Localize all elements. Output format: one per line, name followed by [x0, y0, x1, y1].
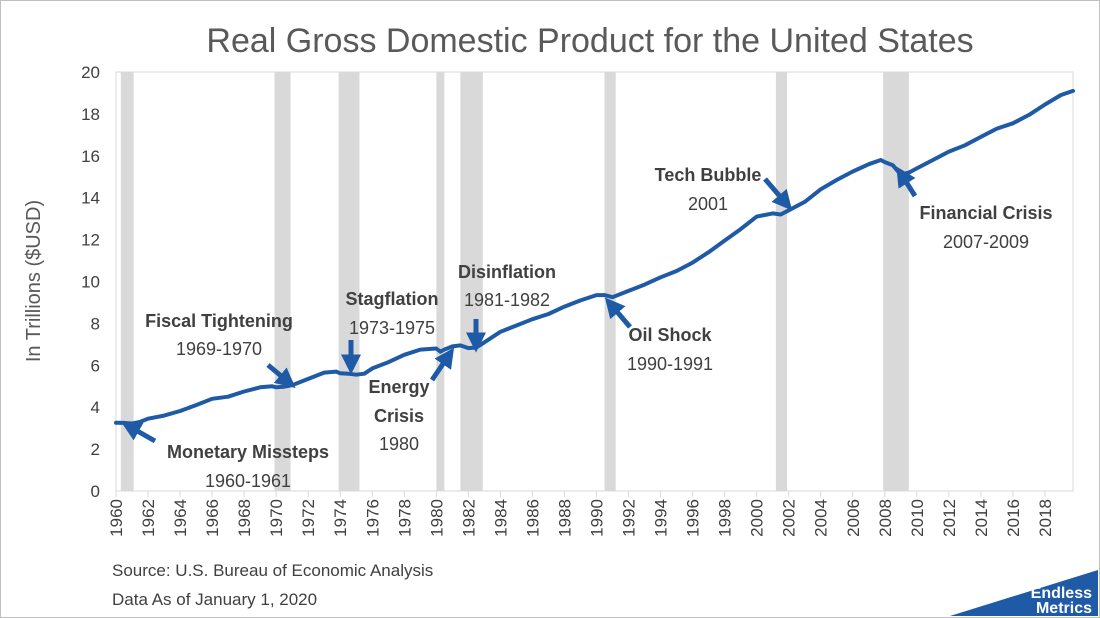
- recession-band: [436, 72, 445, 491]
- source-note: Source: U.S. Bureau of Economic Analysis: [112, 561, 434, 580]
- x-tick-label: 2004: [812, 499, 831, 537]
- x-tick-label: 1996: [684, 499, 703, 537]
- recession-band: [274, 72, 291, 491]
- annotation-arrow: [266, 363, 296, 389]
- annotation-label: Oil Shock: [628, 325, 712, 345]
- annotation-arrow: [429, 347, 455, 382]
- y-tick-label: 10: [81, 273, 100, 292]
- y-tick-label: 0: [91, 482, 100, 501]
- x-tick-label: 1990: [588, 499, 607, 537]
- annotation-arrow: [763, 177, 793, 211]
- annotation-arrow: [121, 421, 157, 444]
- annotation-period: 2007-2009: [943, 232, 1029, 252]
- x-tick-label: 1982: [459, 499, 478, 537]
- recession-band: [604, 72, 616, 491]
- x-tick-label: 2010: [908, 499, 927, 537]
- annotation-label: Disinflation: [458, 262, 556, 282]
- x-tick-label: 1998: [716, 499, 735, 537]
- x-tick-label: 1960: [107, 499, 126, 537]
- x-tick-label: 1968: [235, 499, 254, 537]
- x-tick-label: 1966: [203, 499, 222, 537]
- y-axis: 0 2 4 6 8 10 12 14 16 18 20: [81, 63, 100, 501]
- x-tick-label: 2016: [1004, 499, 1023, 537]
- x-tick-label: 1962: [139, 499, 158, 537]
- y-tick-label: 2: [91, 440, 100, 459]
- recession-band: [460, 72, 483, 491]
- y-tick-label: 20: [81, 63, 100, 82]
- annotation-arrows: [121, 166, 918, 444]
- annotation-arrow: [896, 166, 918, 198]
- annotation-label: Fiscal Tightening: [145, 311, 293, 331]
- x-tick-label: 1972: [299, 499, 318, 537]
- y-tick-label: 4: [91, 398, 100, 417]
- x-tick-label: 2006: [844, 499, 863, 537]
- y-tick-label: 12: [81, 231, 100, 250]
- y-tick-label: 14: [81, 189, 100, 208]
- brand-logo-line2: Metrics: [1035, 600, 1092, 617]
- y-tick-label: 6: [91, 356, 100, 375]
- recession-band: [120, 72, 134, 491]
- data-date-note: Data As of January 1, 2020: [112, 590, 318, 609]
- x-tick-label: 1986: [523, 499, 542, 537]
- annotation-period: 1981-1982: [464, 290, 550, 310]
- annotation-label: Energy: [368, 377, 429, 397]
- x-tick-label: 1974: [331, 499, 350, 537]
- x-tick-label: 1976: [363, 499, 382, 537]
- x-tick-label: 2000: [748, 499, 767, 537]
- brand-logo-background: [950, 570, 1098, 616]
- annotation-disinflation: Disinflation 1981-1982: [458, 262, 556, 310]
- annotation-tech-bubble: Tech Bubble 2001: [655, 165, 762, 214]
- y-tick-label: 18: [81, 105, 100, 124]
- x-tick-label: 1964: [171, 499, 190, 537]
- annotation-period: 1960-1961: [205, 471, 291, 491]
- annotation-oil-shock: Oil Shock 1990-1991: [627, 325, 713, 374]
- recession-band: [338, 72, 360, 491]
- plot-area: [115, 71, 1074, 492]
- annotation-label: Tech Bubble: [655, 165, 762, 185]
- annotation-period: 1969-1970: [176, 339, 262, 359]
- annotation-monetary-missteps: Monetary Missteps 1960-1961: [167, 442, 329, 491]
- annotation-label-line2: Crisis: [374, 406, 424, 426]
- annotation-arrow: [604, 297, 632, 329]
- annotation-stagflation: Stagflation 1973-1975: [346, 289, 439, 338]
- x-tick-label: 2018: [1036, 499, 1055, 537]
- annotation-period: 1990-1991: [627, 354, 713, 374]
- chart-title: Real Gross Domestic Product for the Unit…: [206, 22, 973, 60]
- annotation-label: Stagflation: [346, 289, 439, 309]
- annotation-period: 2001: [688, 194, 728, 214]
- annotation-label: Monetary Missteps: [167, 442, 329, 462]
- x-tick-label: 2012: [940, 499, 959, 537]
- y-axis-label: In Trillions ($USD): [23, 200, 45, 362]
- x-tick-label: 2002: [780, 499, 799, 537]
- x-tick-label: 2014: [972, 499, 991, 537]
- y-tick-label: 16: [81, 147, 100, 166]
- brand-logo: Endless Metrics: [1030, 585, 1092, 617]
- series-line-real-gdp: [114, 88, 1075, 426]
- x-tick-label: 1980: [427, 499, 446, 537]
- annotation-energy-crisis: Energy Crisis 1980: [368, 377, 429, 454]
- annotation-fiscal-tightening: Fiscal Tightening 1969-1970: [145, 311, 293, 359]
- y-tick-label: 8: [91, 314, 100, 333]
- x-axis: 1960 1962 1964 1966 1968 1970 1972 1974 1976 1978…: [107, 491, 1055, 537]
- annotation-period: 1980: [379, 434, 419, 454]
- recession-band: [775, 72, 788, 491]
- x-tick-label: 1988: [555, 499, 574, 537]
- x-tick-label: 1992: [620, 499, 639, 537]
- annotation-period: 1973-1975: [349, 318, 435, 338]
- x-tick-label: 1984: [491, 499, 510, 537]
- x-tick-label: 2008: [876, 499, 895, 537]
- brand-logo-line1: Endless: [1030, 585, 1092, 602]
- x-tick-label: 1970: [267, 499, 286, 537]
- x-tick-label: 1994: [652, 499, 671, 537]
- recession-band: [883, 72, 909, 491]
- annotation-financial-crisis: Financial Crisis 2007-2009: [919, 203, 1052, 252]
- annotation-label: Financial Crisis: [919, 203, 1052, 223]
- x-tick-label: 1978: [395, 499, 414, 537]
